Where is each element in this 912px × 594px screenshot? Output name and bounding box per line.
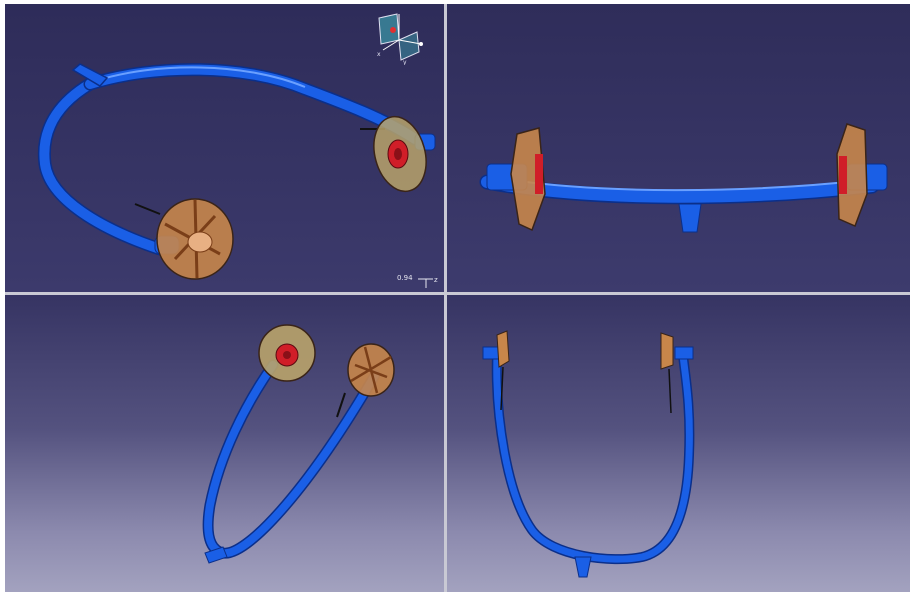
right-earpad-ribs-persp <box>350 346 392 394</box>
right-earpad-top <box>660 332 674 370</box>
headband-top-connector <box>71 63 109 87</box>
svg-text:x: x <box>377 51 381 58</box>
right-earpad-front <box>836 123 868 228</box>
left-earpad-center <box>187 231 213 253</box>
headband-top-arc <box>85 64 420 144</box>
wire-persp <box>336 392 346 418</box>
headband-persp <box>204 361 379 558</box>
headband-persp-edge <box>202 359 381 559</box>
viewport-isometric[interactable]: x y 0.94 z <box>5 4 444 292</box>
viewport-frame: x y 0.94 z <box>5 4 910 592</box>
headband-top <box>493 351 693 563</box>
scale-readout: 0.94 <box>397 274 413 282</box>
3d-compass-icon[interactable]: x y <box>369 10 429 65</box>
center-connector-top <box>574 556 592 578</box>
headband-top-edge <box>491 350 695 565</box>
svg-text:z: z <box>434 276 438 284</box>
right-earpad-core <box>394 148 402 160</box>
headset-front-model <box>479 123 888 233</box>
viewport-front[interactable] <box>447 4 910 292</box>
viewport-splitter-horizontal[interactable] <box>5 292 910 295</box>
right-hinge-top <box>674 346 694 360</box>
bottom-connector-persp <box>204 546 228 564</box>
viewport-perspective[interactable] <box>5 295 444 592</box>
viewport-splitter-vertical[interactable] <box>444 4 447 592</box>
left-wire <box>134 203 161 215</box>
headset-isometric-model <box>37 63 436 280</box>
left-earpad-front <box>510 127 546 232</box>
left-earpad-top <box>496 330 510 368</box>
headset-top-model <box>482 330 695 578</box>
left-earpad-center-front <box>535 154 543 194</box>
viewport-top[interactable] <box>447 295 910 592</box>
headband-left-arc <box>39 79 165 254</box>
headset-perspective-model <box>202 324 395 564</box>
right-earpad-center-front <box>839 156 847 194</box>
center-connector-front <box>678 203 702 233</box>
headband-highlight <box>94 66 306 88</box>
axis-triad-icon: z <box>418 276 438 288</box>
svg-text:y: y <box>403 59 407 65</box>
